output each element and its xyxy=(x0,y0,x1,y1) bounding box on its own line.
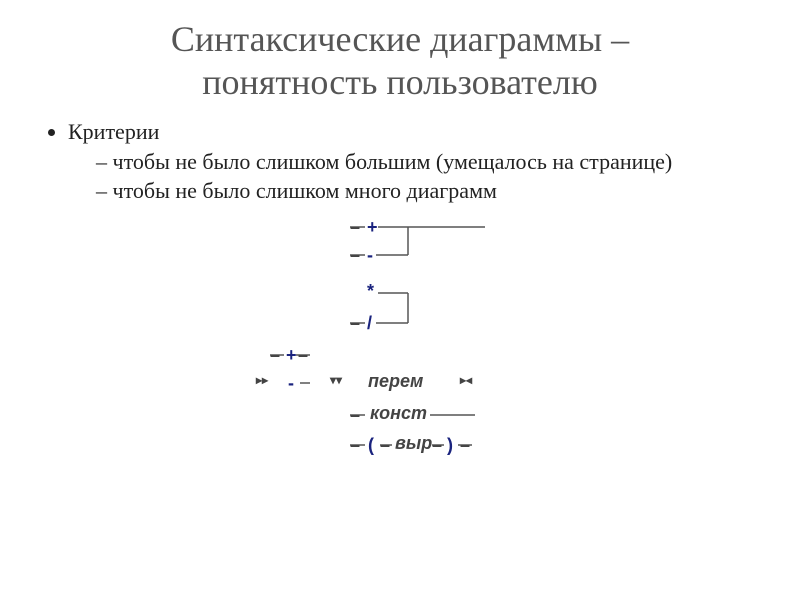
dash-icon: – xyxy=(350,217,360,238)
dash-icon: – xyxy=(350,405,360,426)
sub-bullet-list: чтобы не было слишком большим (умещалось… xyxy=(68,148,760,205)
dash-icon: – xyxy=(432,435,442,456)
star-symbol: * xyxy=(367,281,374,302)
sub-bullet-1: чтобы не было слишком большим (умещалось… xyxy=(96,148,760,176)
bullet-criteria-label: Критерии xyxy=(68,119,159,144)
perem-label: перем xyxy=(368,371,423,392)
bullet-criteria: Критерии чтобы не было слишком большим (… xyxy=(68,118,760,205)
dash-icon: – xyxy=(298,345,308,366)
title-line-1: Синтаксические диаграммы – xyxy=(171,19,629,59)
bullet-list: Критерии чтобы не было слишком большим (… xyxy=(40,118,760,205)
slide-body: Критерии чтобы не было слишком большим (… xyxy=(40,118,760,205)
vyr-label: выр xyxy=(395,433,432,454)
dash-icon: – xyxy=(460,435,470,456)
slide: Синтаксические диаграммы – понятность по… xyxy=(0,0,800,600)
sub-bullet-2: чтобы не было слишком много диаграмм xyxy=(96,177,760,205)
minus-symbol-2: - xyxy=(288,373,294,394)
minus-symbol: - xyxy=(367,245,373,266)
plus-symbol: + xyxy=(367,217,378,238)
dash-icon: – xyxy=(270,345,280,366)
dash-icon: – xyxy=(350,245,360,266)
konst-label: конст xyxy=(370,403,427,424)
plus-symbol-2: + xyxy=(286,345,297,366)
arrow-icon: ▸▸ xyxy=(256,373,268,387)
arrow-icon: ▸◂ xyxy=(460,373,472,387)
syntax-diagram: – + – - * – / – + – - ▸▸ ▾▾ перем ▸◂ – к… xyxy=(200,215,600,475)
dash-icon: – xyxy=(350,313,360,334)
title-line-2: понятность пользователю xyxy=(202,62,597,102)
rparen-symbol: ) xyxy=(447,435,453,456)
arrow-icon: ▾▾ xyxy=(330,373,342,387)
lparen-symbol: ( xyxy=(368,435,374,456)
slash-symbol: / xyxy=(367,313,372,334)
slide-title: Синтаксические диаграммы – понятность по… xyxy=(40,18,760,104)
dash-icon: – xyxy=(350,435,360,456)
dash-icon: – xyxy=(380,435,390,456)
